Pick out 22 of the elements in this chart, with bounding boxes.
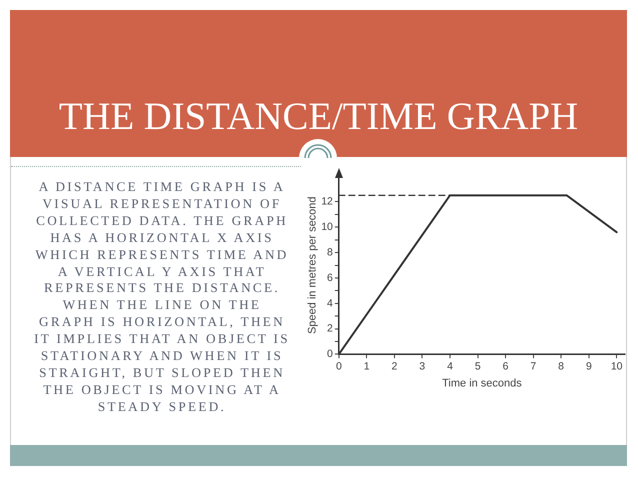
y-tick-label: 12 — [321, 196, 334, 208]
x-tick-label: 3 — [419, 360, 426, 372]
x-tick-label: 1 — [364, 360, 370, 372]
x-tick-label: 5 — [474, 360, 481, 372]
x-tick-label: 4 — [447, 360, 454, 372]
x-axis-title: Time in seconds — [442, 377, 522, 390]
y-axis-title: Speed in metres per second — [306, 196, 319, 334]
x-tick-label: 2 — [392, 360, 398, 372]
x-tick-label: 8 — [558, 360, 564, 372]
x-tick-label: 6 — [502, 360, 509, 372]
x-tick-label: 0 — [336, 360, 342, 372]
y-tick-label: 0 — [327, 348, 334, 360]
y-tick-label: 2 — [327, 322, 334, 335]
y-tick-label: 6 — [327, 272, 334, 284]
y-tick-label: 10 — [321, 221, 334, 234]
x-tick-label: 10 — [610, 360, 623, 372]
x-tick-label: 9 — [586, 360, 592, 372]
x-tick-label: 7 — [530, 360, 536, 372]
chart-title: THE DISTANCE/TIME GRAPH — [58, 95, 580, 140]
text: A DISTANCE TIME GRAPH IS A VISUAL REPRESENTATION OF COLLECTED DATA. THE GRAPH HAS A HORIZONTAL X AXIS WHICH REPRESENTS TIME AND A VERTICAL Y AXIS THAT REPRESENTS THE DISTANCE. WHEN THE LINE ON THE GRAPH IS HORIZONTAL, THEN IT IMPLIES THAT AN OBJECT IS STATIONARY AND WHEN IT IS STRAIGHT, BUT SLOPED THEN THE OBJECT IS MOVING AT A STEADY SPEED. — [34, 179, 290, 414]
y-tick-label: 8 — [327, 246, 334, 258]
y-tick-label: 4 — [327, 297, 334, 310]
